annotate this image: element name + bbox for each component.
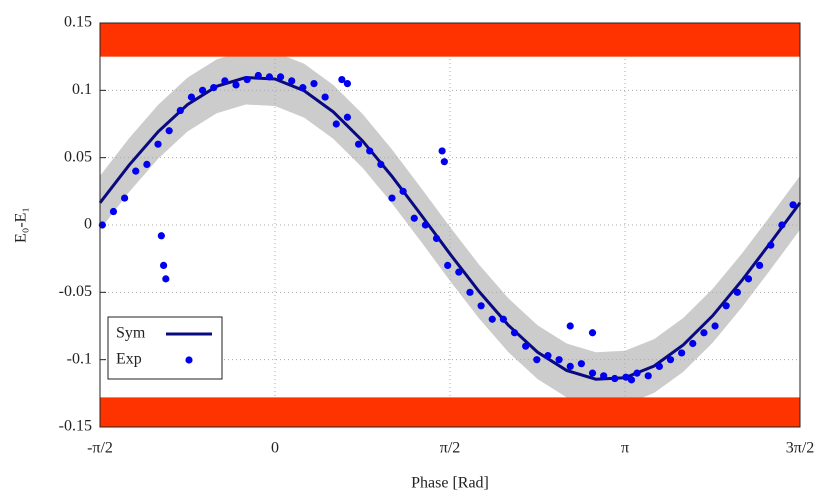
data-point: [221, 77, 229, 85]
legend-label: Exp: [116, 351, 142, 368]
data-point: [232, 81, 240, 89]
data-point: [132, 167, 140, 175]
data-point: [644, 372, 652, 380]
data-point: [611, 374, 619, 383]
data-point: [343, 113, 352, 121]
data-point: [600, 372, 608, 380]
data-point: [176, 106, 184, 115]
data-point: [265, 73, 274, 81]
legend-box: [107, 316, 223, 380]
data-point: [733, 288, 741, 296]
data-point: [276, 73, 285, 81]
y-tick-label: -0.15: [59, 418, 92, 435]
forbidden-region: [100, 397, 800, 427]
data-point: [288, 77, 296, 85]
data-point: [210, 84, 218, 92]
data-point: [678, 349, 686, 357]
data-point: [533, 356, 541, 364]
data-point: [440, 158, 448, 166]
x-tick-label: -π/2: [87, 440, 113, 457]
x-axis-label: Phase [Rad]: [411, 475, 489, 492]
data-point: [778, 221, 786, 229]
data-point: [310, 80, 318, 88]
data-point: [198, 86, 207, 94]
data-point: [655, 362, 663, 370]
data-point: [588, 329, 597, 337]
data-point: [421, 221, 430, 229]
data-point: [432, 234, 441, 243]
y-tick-label: -0.1: [67, 350, 92, 367]
data-point: [510, 329, 519, 337]
data-point: [254, 71, 262, 80]
data-point: [622, 373, 630, 381]
x-tick-label: 3π/2: [786, 440, 815, 457]
data-point: [388, 194, 396, 202]
y-tick-label: 0.1: [72, 81, 92, 98]
data-point: [159, 261, 168, 269]
data-point: [566, 362, 574, 370]
data-point: [154, 140, 162, 148]
data-point: [722, 302, 730, 310]
data-point: [555, 356, 563, 364]
data-point: [366, 147, 374, 155]
data-point: [410, 214, 418, 222]
y-tick-label: 0.15: [64, 14, 92, 31]
y-axis-label: E₀-E₁: [13, 207, 30, 243]
data-point: [466, 288, 474, 296]
forbidden-region: [100, 23, 800, 57]
data-point: [299, 84, 307, 92]
data-point: [767, 241, 775, 249]
data-point: [711, 322, 719, 330]
data-point: [477, 302, 485, 310]
plot-frame: [99, 22, 801, 428]
data-point: [455, 268, 463, 276]
data-point: [338, 75, 346, 84]
data-point: [744, 275, 753, 283]
data-point: [243, 75, 251, 84]
x-tick-label: 0: [271, 440, 279, 457]
legend-dot: [185, 356, 193, 364]
data-point: [165, 127, 173, 135]
data-point: [438, 147, 446, 155]
y-tick-label: -0.05: [59, 283, 92, 300]
data-point: [109, 207, 118, 216]
data-point: [756, 261, 764, 269]
data-point: [789, 201, 797, 209]
data-point: [522, 342, 530, 350]
data-point: [157, 232, 165, 240]
band: [100, 50, 800, 407]
x-tick-label: π: [621, 440, 629, 457]
data-point: [120, 194, 129, 202]
data-point: [633, 369, 641, 377]
data-point: [332, 120, 340, 128]
data-point: [666, 356, 675, 364]
data-point: [399, 187, 407, 195]
data-point: [343, 80, 352, 88]
data-point: [689, 339, 697, 348]
y-tick-label: 0.05: [64, 148, 92, 165]
data-point: [588, 369, 597, 377]
data-point: [488, 315, 496, 323]
data-point: [627, 376, 636, 384]
x-tick-label: π/2: [440, 440, 461, 457]
data-point: [566, 322, 574, 330]
data-point: [499, 315, 507, 323]
data-point: [162, 275, 170, 283]
data-point: [700, 329, 708, 337]
data-point: [577, 360, 585, 368]
data-point: [444, 261, 452, 269]
data-point: [187, 93, 196, 101]
data-point: [321, 93, 329, 101]
data-point: [354, 140, 363, 148]
data-point: [377, 160, 385, 168]
data-point: [544, 352, 552, 360]
data-point: [143, 160, 151, 168]
data-point: [98, 221, 106, 229]
y-tick-label: 0: [84, 216, 92, 233]
legend-label: Sym: [116, 325, 146, 342]
